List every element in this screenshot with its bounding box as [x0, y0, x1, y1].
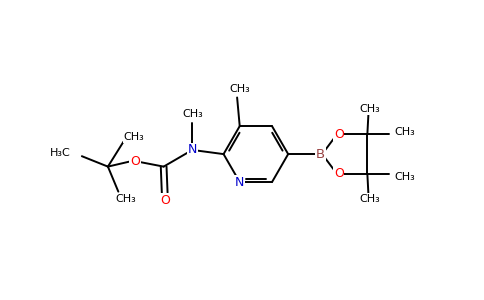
- Text: H₃C: H₃C: [50, 148, 70, 158]
- Text: CH₃: CH₃: [182, 109, 203, 119]
- Text: CH₃: CH₃: [123, 132, 144, 142]
- Text: CH₃: CH₃: [394, 172, 415, 182]
- Text: O: O: [130, 155, 140, 168]
- Text: O: O: [334, 128, 344, 141]
- Text: CH₃: CH₃: [360, 194, 380, 204]
- Text: CH₃: CH₃: [360, 104, 380, 114]
- Text: CH₃: CH₃: [115, 194, 136, 204]
- Text: N: N: [188, 143, 197, 156]
- Text: B: B: [316, 148, 325, 160]
- Text: CH₃: CH₃: [229, 84, 250, 94]
- Text: O: O: [160, 194, 169, 207]
- Text: N: N: [235, 176, 244, 189]
- Text: CH₃: CH₃: [394, 127, 415, 137]
- Text: O: O: [334, 167, 344, 180]
